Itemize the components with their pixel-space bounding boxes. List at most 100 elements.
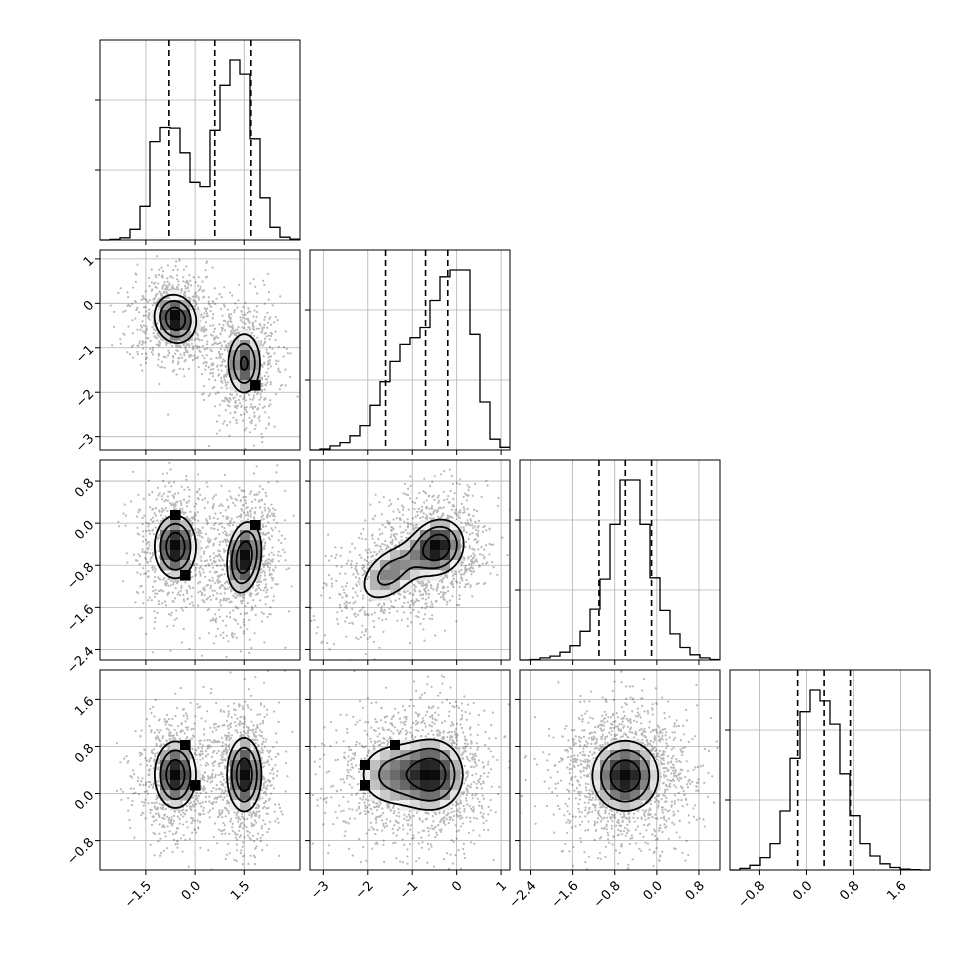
density-cell bbox=[400, 770, 411, 781]
density-cell bbox=[650, 760, 661, 771]
density-cell bbox=[590, 780, 601, 791]
histogram-line bbox=[520, 479, 720, 661]
density-cell bbox=[620, 800, 631, 811]
density-cell bbox=[240, 800, 251, 811]
density-cell bbox=[410, 750, 421, 761]
density-cell bbox=[380, 590, 391, 601]
density-cell bbox=[240, 540, 251, 551]
panel-content bbox=[109, 250, 299, 450]
density-cell bbox=[410, 770, 421, 781]
scatter-panel-3-2 bbox=[515, 669, 721, 875]
density-cell bbox=[390, 780, 401, 791]
density-cell bbox=[410, 800, 421, 811]
density-cell bbox=[390, 760, 401, 771]
y-tick-label: 0.8 bbox=[72, 741, 97, 766]
density-cell bbox=[370, 750, 381, 761]
panel-content bbox=[310, 468, 510, 660]
contour-line bbox=[159, 300, 256, 384]
density-cell bbox=[170, 570, 181, 581]
axes-frame bbox=[519, 669, 721, 871]
density-cell bbox=[180, 310, 191, 321]
density-cell bbox=[420, 760, 431, 771]
density-cell bbox=[250, 570, 261, 581]
density-cell bbox=[380, 550, 391, 561]
density-cell bbox=[430, 790, 441, 801]
x-tick-label: 0.8 bbox=[837, 878, 862, 903]
density-cell bbox=[160, 790, 171, 801]
density-cell bbox=[240, 530, 251, 541]
density-cell bbox=[650, 770, 661, 781]
density-cell bbox=[170, 310, 181, 321]
density-cell bbox=[390, 770, 401, 781]
density-cell bbox=[250, 350, 261, 361]
density-cell bbox=[170, 740, 181, 751]
density-cell bbox=[620, 760, 631, 771]
y-tick-label: 1.6 bbox=[72, 694, 97, 719]
density-cell bbox=[440, 780, 451, 791]
density-cell bbox=[420, 570, 431, 581]
panel-content bbox=[115, 670, 294, 870]
density-cell bbox=[170, 800, 181, 811]
x-tick-label: −1.6 bbox=[549, 878, 582, 911]
density-cell bbox=[160, 780, 171, 791]
density-cell bbox=[170, 530, 181, 541]
density-cell bbox=[420, 740, 431, 751]
density-cell bbox=[400, 780, 411, 791]
contour-line bbox=[609, 759, 641, 793]
density-cell bbox=[380, 770, 391, 781]
density-cell bbox=[250, 530, 261, 541]
hist-panel-0 bbox=[95, 39, 301, 245]
y-tick-label: 0 bbox=[81, 298, 97, 314]
x-tick-label: −1.5 bbox=[122, 878, 155, 911]
axes-frame bbox=[99, 459, 301, 661]
contour-line bbox=[362, 738, 464, 811]
density-cell bbox=[390, 560, 401, 571]
density-cell bbox=[400, 540, 411, 551]
density-cell bbox=[420, 560, 431, 571]
contour-line bbox=[154, 737, 263, 813]
x-tick-label: −2.4 bbox=[507, 878, 540, 911]
density-cell bbox=[170, 750, 181, 761]
density-cell bbox=[180, 760, 191, 771]
contour-line bbox=[591, 739, 660, 812]
density-cell bbox=[430, 780, 441, 791]
density-cell bbox=[180, 330, 191, 341]
density-cell bbox=[440, 520, 451, 531]
hist-panel-3 bbox=[725, 669, 931, 875]
density-cell bbox=[620, 740, 631, 751]
grid-lines bbox=[100, 250, 300, 450]
density-cell bbox=[620, 780, 631, 791]
density-cell bbox=[630, 750, 641, 761]
density-cell bbox=[370, 780, 381, 791]
density-cell bbox=[600, 770, 611, 781]
density-cell bbox=[170, 520, 181, 531]
x-tick-label: 1.5 bbox=[228, 878, 253, 903]
density-cell bbox=[420, 550, 431, 561]
density-cell bbox=[240, 790, 251, 801]
density-cell bbox=[620, 770, 631, 781]
axes-frame bbox=[99, 669, 301, 871]
x-tick-label: 0.0 bbox=[790, 878, 815, 903]
axes-frame bbox=[99, 249, 301, 451]
density-cell bbox=[640, 790, 651, 801]
histogram-line bbox=[310, 269, 510, 451]
density-cell bbox=[380, 760, 391, 771]
density-cell bbox=[450, 790, 461, 801]
density-cell bbox=[450, 780, 461, 791]
density-cell bbox=[370, 570, 381, 581]
density-cell bbox=[440, 740, 451, 751]
contour-line bbox=[164, 306, 249, 371]
density-cell bbox=[240, 750, 251, 761]
density-cell bbox=[600, 760, 611, 771]
density-cell bbox=[430, 770, 441, 781]
density-cell bbox=[170, 770, 181, 781]
scatter-points bbox=[115, 670, 294, 870]
density-cell bbox=[640, 780, 651, 791]
density-cell bbox=[630, 780, 641, 791]
density-cell bbox=[380, 570, 391, 581]
x-tick-label: −3 bbox=[308, 878, 332, 902]
density-cell bbox=[170, 550, 181, 561]
density-cell bbox=[240, 520, 251, 531]
density-cell bbox=[240, 560, 251, 571]
density-cell bbox=[430, 740, 441, 751]
